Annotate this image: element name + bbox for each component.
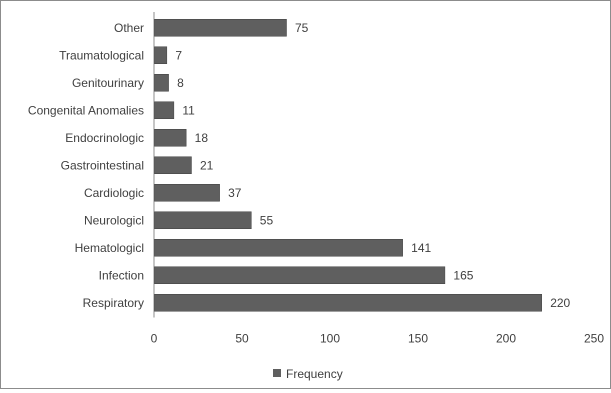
category-label: Gastrointestinal	[61, 158, 144, 172]
category-label: Respiratory	[83, 296, 144, 310]
bars-group	[154, 19, 542, 312]
category-label: Other	[114, 21, 144, 35]
bar-neurologicl	[154, 211, 252, 229]
bar-infection	[154, 266, 446, 284]
bar-endocrinologic	[154, 129, 187, 147]
x-tick-label: 250	[584, 332, 604, 346]
category-label: Congenital Anomalies	[28, 103, 144, 117]
bar-other	[154, 19, 287, 37]
x-tick-label: 150	[408, 332, 428, 346]
x-tick-label: 50	[235, 332, 249, 346]
data-label: 8	[177, 76, 184, 90]
bar-congenital-anomalies	[154, 101, 175, 119]
category-label: Cardiologic	[84, 186, 144, 200]
bar-gastrointestinal	[154, 156, 192, 174]
data-label: 220	[550, 296, 570, 310]
data-label: 141	[411, 241, 431, 255]
legend-label: Frequency	[286, 367, 343, 381]
bar-respiratory	[154, 294, 542, 312]
data-label: 165	[453, 268, 473, 282]
data-label: 55	[260, 213, 274, 227]
data-label: 11	[182, 103, 195, 117]
category-label: Endocrinologic	[65, 131, 144, 145]
x-tick-label: 200	[496, 332, 516, 346]
bar-hematologicl	[154, 239, 403, 257]
data-label: 75	[295, 21, 309, 35]
category-label: Neurologicl	[84, 213, 144, 227]
data-label: 7	[175, 48, 182, 62]
category-label: Hematologicl	[75, 241, 144, 255]
data-label: 18	[195, 131, 209, 145]
data-label: 37	[228, 186, 242, 200]
category-label: Genitourinary	[72, 76, 144, 90]
x-tick-label: 100	[320, 332, 340, 346]
bar-cardiologic	[154, 184, 220, 202]
bar-genitourinary	[154, 74, 169, 92]
category-label: Infection	[99, 268, 144, 282]
legend: Frequency	[273, 367, 343, 381]
category-label: Traumatological	[59, 48, 144, 62]
legend-swatch	[273, 369, 281, 377]
x-tick-label: 0	[151, 332, 158, 346]
data-label: 21	[200, 158, 214, 172]
bar-traumatological	[154, 46, 168, 64]
